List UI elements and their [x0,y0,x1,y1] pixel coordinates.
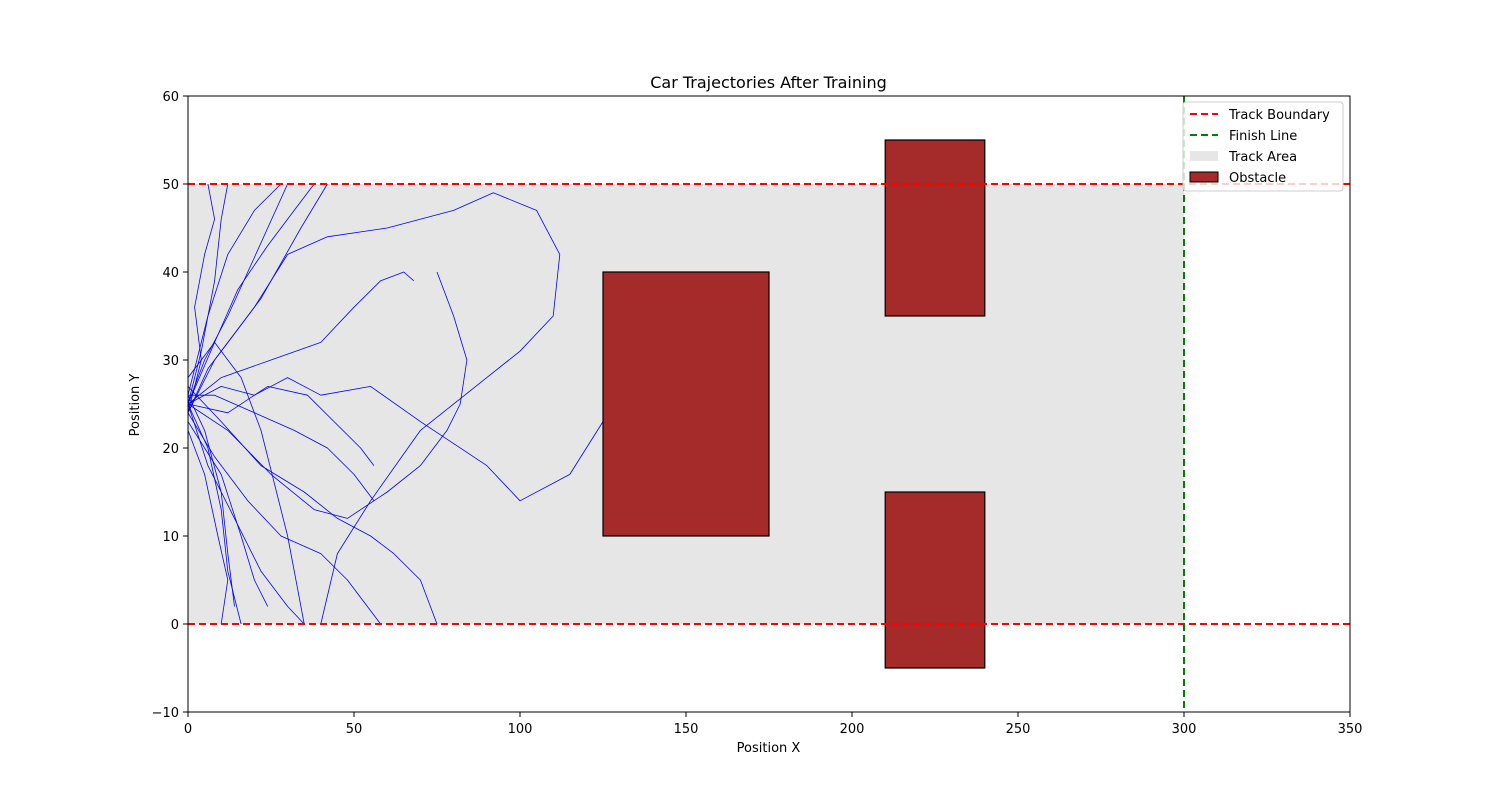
trajectory-line-18 [188,342,305,625]
trajectory-line-11 [188,183,315,405]
legend-swatch-4 [1189,171,1219,183]
trajectory-line-1 [188,183,288,405]
legend-swatch-3 [1190,151,1218,161]
legend-box [1182,101,1344,192]
y-tick-label-7: 60 [162,90,179,105]
x-tick-label-2: 100 [508,722,533,737]
x-tick-label-1: 50 [346,722,363,737]
legend-label-3: Track Area [1228,150,1297,165]
x-tick-label-5: 250 [1006,722,1031,737]
trajectory-line-16 [188,394,375,502]
axes: 0 50 100 150 200 250 300 350 −10 0 10 20 30 40 50 60 [152,90,1363,737]
y-tick-label-4: 30 [162,354,179,369]
axes-frame [187,95,1351,713]
obstacle-3 [884,491,986,669]
x-tick-label-7: 350 [1338,722,1363,737]
trajectory-line-13 [188,183,328,413]
trajectory-line-7 [188,412,381,625]
y-tick-label-5: 40 [162,266,179,281]
legend: Track Boundary Finish Line Track Area Obsta… [1182,101,1344,192]
trajectory-line-17 [188,430,229,625]
trajectory-line-20 [188,386,375,466]
trajectory-line-5 [188,183,282,396]
x-axis-label: Position X [737,741,801,756]
y-tick-label-0: −10 [152,706,179,721]
trajectory-line-3 [188,192,561,625]
x-tick-label-6: 300 [1172,722,1197,737]
plot-area [188,96,1350,712]
legend-label-1: Track Boundary [1228,108,1330,123]
legend-label-2: Finish Line [1229,129,1297,144]
obstacle-2 [884,139,986,317]
x-tick-label-0: 0 [184,722,192,737]
y-axis-label: Position Y [128,374,143,437]
trajectory-line-15 [188,403,242,625]
trajectory-line-14 [188,183,229,405]
trajectory-line-6 [188,403,305,625]
trajectory-line-19 [188,183,215,413]
trajectory-line-2 [188,377,604,502]
y-tick-label-3: 20 [162,442,179,457]
obstacle-1 [602,271,770,537]
chart-title: Car Trajectories After Training [650,73,887,92]
plot-content [188,96,1350,712]
x-tick-label-3: 150 [674,722,699,737]
y-tick-label-1: 0 [171,618,179,633]
x-tick-label-4: 200 [840,722,865,737]
y-tick-label-2: 10 [162,530,179,545]
legend-label-4: Obstacle [1229,171,1286,186]
trajectory-line-10 [188,395,235,607]
trajectory-line-4 [188,271,415,405]
trajectory-line-12 [188,386,438,625]
y-tick-label-6: 50 [162,178,179,193]
